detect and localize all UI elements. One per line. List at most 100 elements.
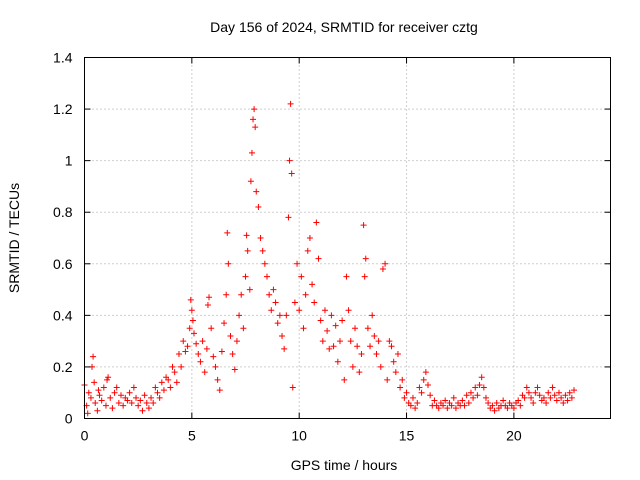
data-point	[341, 376, 348, 383]
data-point	[534, 384, 541, 391]
data-point	[96, 392, 103, 399]
data-point	[317, 317, 324, 324]
data-point	[349, 363, 356, 370]
data-point	[294, 260, 301, 267]
data-point	[251, 106, 258, 113]
data-point	[158, 379, 165, 386]
data-point	[444, 405, 451, 412]
data-point	[463, 392, 470, 399]
data-point	[324, 327, 331, 334]
data-point	[452, 405, 459, 412]
data-point	[532, 389, 539, 396]
x-axis-label: GPS time / hours	[291, 457, 398, 473]
data-point	[390, 358, 397, 365]
data-point	[171, 369, 178, 376]
data-point	[386, 338, 393, 345]
data-point	[242, 273, 249, 280]
data-point	[525, 389, 532, 396]
data-point	[361, 273, 368, 280]
data-point	[291, 299, 298, 306]
data-point	[298, 273, 305, 280]
axis-ticks: 0 5 10 15 20 0 0.2 0.4 0.6 0.8 1 1.2 1.4	[53, 50, 611, 444]
data-point	[311, 299, 318, 306]
data-point	[564, 397, 571, 404]
data-point	[491, 407, 498, 414]
data-point	[197, 358, 204, 365]
data-point	[150, 400, 157, 407]
data-point	[397, 384, 404, 391]
data-point	[547, 394, 554, 401]
data-point	[388, 343, 395, 350]
data-point	[115, 400, 122, 407]
data-point	[418, 389, 425, 396]
data-point	[270, 286, 277, 293]
data-point	[422, 369, 429, 376]
data-point	[126, 389, 133, 396]
data-point	[94, 407, 101, 414]
data-point	[334, 358, 341, 365]
data-point	[143, 400, 150, 407]
data-point	[212, 363, 219, 370]
y-tick-label: 0.2	[53, 359, 73, 375]
data-point	[412, 405, 419, 412]
data-point	[120, 402, 127, 409]
data-point	[562, 392, 569, 399]
data-point	[247, 178, 254, 185]
data-point	[145, 405, 152, 412]
data-point	[465, 400, 472, 407]
data-point	[302, 291, 309, 298]
data-point	[467, 389, 474, 396]
data-point	[204, 302, 211, 309]
data-point	[384, 376, 391, 383]
data-point	[248, 149, 255, 156]
data-point	[517, 402, 524, 409]
data-point	[240, 325, 247, 332]
data-point	[480, 384, 487, 391]
data-point	[283, 312, 290, 319]
data-point	[476, 381, 483, 388]
data-point	[510, 405, 517, 412]
data-point	[208, 325, 215, 332]
data-point	[313, 219, 320, 226]
data-point	[259, 247, 266, 254]
data-point	[347, 338, 354, 345]
data-point	[152, 384, 159, 391]
data-point	[128, 400, 135, 407]
data-point	[392, 369, 399, 376]
data-point	[109, 405, 116, 412]
data-point	[319, 338, 326, 345]
data-point	[568, 394, 575, 401]
data-point	[98, 397, 105, 404]
data-point	[407, 402, 414, 409]
data-point	[300, 325, 307, 332]
data-point	[382, 260, 389, 267]
data-point	[224, 229, 231, 236]
data-point	[130, 384, 137, 391]
data-point	[461, 402, 468, 409]
data-point	[113, 384, 120, 391]
data-point	[263, 273, 270, 280]
data-point	[536, 392, 543, 399]
data-point	[288, 170, 295, 177]
data-point	[190, 330, 197, 337]
data-point	[257, 235, 264, 241]
data-point	[272, 299, 279, 306]
data-point	[287, 100, 294, 107]
data-point	[250, 116, 257, 123]
data-point	[470, 394, 477, 401]
data-point	[236, 312, 243, 319]
data-point	[530, 400, 537, 407]
y-tick-label: 0	[65, 411, 73, 427]
data-point	[253, 188, 260, 195]
data-point	[369, 312, 376, 319]
chart-title: Day 156 of 2024, SRMTID for receiver czt…	[210, 19, 478, 35]
data-point	[231, 366, 238, 373]
data-point	[154, 389, 161, 396]
data-point	[276, 312, 283, 319]
data-point	[91, 379, 98, 386]
data-point	[528, 394, 535, 401]
data-point	[296, 307, 303, 314]
data-point	[485, 400, 492, 407]
data-point	[472, 384, 479, 391]
